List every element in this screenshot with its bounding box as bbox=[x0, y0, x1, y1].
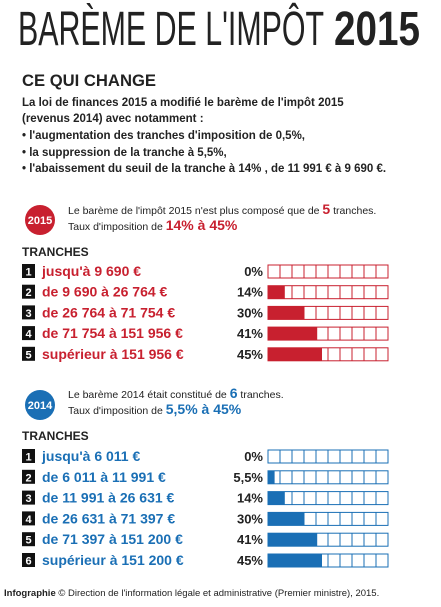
badge-label: 2014 bbox=[28, 400, 53, 412]
note-text: Le barème de l'impôt 2015 n'est plus com… bbox=[68, 205, 322, 217]
bracket-range: jusqu'à 6 011 € bbox=[41, 448, 140, 464]
row-number-box bbox=[22, 284, 35, 299]
row-number: 4 bbox=[25, 514, 32, 526]
bar bbox=[268, 306, 304, 320]
rate-label: 45% bbox=[237, 553, 263, 568]
title-year: 2015 bbox=[334, 3, 420, 56]
footer: Infographie © Direction de l'information… bbox=[4, 588, 379, 599]
row-number-box bbox=[22, 553, 35, 567]
intro-line: • la suppression de la tranche à 5,5%, bbox=[22, 147, 227, 159]
intro-heading: CE QUI CHANGE bbox=[22, 71, 156, 90]
bracket-range: de 26 631 à 71 397 € bbox=[42, 510, 175, 526]
rate-label: 14% bbox=[237, 285, 263, 300]
rate-label: 41% bbox=[237, 532, 263, 547]
bracket-range: de 71 754 à 151 956 € bbox=[42, 325, 183, 341]
note-emphasis: 14% à 45% bbox=[166, 217, 238, 233]
row-number: 1 bbox=[25, 267, 31, 279]
section-heading: TRANCHES bbox=[22, 245, 89, 259]
note-text: Taux d'imposition de bbox=[68, 221, 166, 233]
rate-label: 14% bbox=[237, 491, 263, 506]
badge bbox=[25, 205, 55, 235]
title: BARÈME DE L'IMPÔT bbox=[18, 2, 324, 56]
section-heading: TRANCHES bbox=[22, 429, 89, 443]
note: Le barème de l'impôt 2015 n'est plus com… bbox=[68, 201, 376, 217]
note: Le barème 2014 était constitué de 6 tran… bbox=[68, 385, 284, 401]
badge-label: 2015 bbox=[28, 215, 52, 227]
bar bbox=[268, 285, 285, 299]
row-number: 2 bbox=[25, 472, 31, 484]
intro-line: • l'augmentation des tranches d'impositi… bbox=[22, 130, 305, 142]
row-number-box bbox=[22, 305, 35, 320]
note-emphasis: 6 bbox=[230, 385, 238, 401]
bracket-range: de 26 764 à 71 754 € bbox=[42, 304, 175, 320]
note-emphasis: 5 bbox=[322, 201, 330, 217]
bracket-range: de 6 011 à 11 991 € bbox=[42, 469, 166, 485]
note-emphasis: 5,5% à 45% bbox=[166, 401, 242, 417]
row-number: 3 bbox=[25, 308, 31, 320]
rate-label: 5,5% bbox=[233, 470, 263, 485]
rate-label: 0% bbox=[244, 264, 263, 279]
footer-credit: Infographie bbox=[4, 588, 56, 599]
badge bbox=[25, 390, 55, 420]
row-number-box bbox=[22, 490, 35, 505]
intro-line: La loi de finances 2015 a modifié le bar… bbox=[22, 97, 344, 109]
note-text: tranches. bbox=[238, 389, 284, 401]
rate-label: 45% bbox=[237, 347, 263, 362]
row-number: 1 bbox=[25, 452, 31, 464]
row-number-box bbox=[22, 469, 35, 484]
row-number-box bbox=[22, 326, 35, 341]
bracket-range: jusqu'à 9 690 € bbox=[41, 263, 141, 279]
row-number-box bbox=[22, 449, 35, 463]
intro-line: • l'abaissement du seuil de la tranche à… bbox=[22, 163, 386, 175]
bar bbox=[268, 327, 318, 341]
note: Taux d'imposition de 5,5% à 45% bbox=[68, 401, 242, 417]
row-number-box bbox=[22, 511, 35, 526]
note-text: Le barème 2014 était constitué de bbox=[68, 389, 230, 401]
row-number-box bbox=[22, 346, 35, 361]
rate-label: 41% bbox=[237, 326, 263, 341]
bar bbox=[268, 347, 322, 361]
row-number: 6 bbox=[25, 556, 31, 568]
intro-line: (revenus 2014) avec notamment : bbox=[22, 113, 204, 125]
bar bbox=[268, 554, 322, 567]
row-number: 2 bbox=[25, 287, 31, 299]
rate-label: 0% bbox=[244, 449, 263, 464]
row-number: 4 bbox=[25, 329, 32, 341]
bracket-range: supérieur à 151 200 € bbox=[42, 552, 184, 568]
row-number: 3 bbox=[25, 493, 31, 505]
bar bbox=[268, 470, 275, 484]
bar bbox=[268, 491, 285, 505]
bar bbox=[268, 512, 304, 526]
bracket-range: de 11 991 à 26 631 € bbox=[42, 490, 175, 506]
bar bbox=[268, 533, 318, 547]
row-number-box bbox=[22, 532, 35, 547]
row-number: 5 bbox=[25, 535, 31, 547]
row-number-box bbox=[22, 264, 35, 278]
note-text: tranches. bbox=[330, 205, 376, 217]
bracket-range: supérieur à 151 956 € bbox=[42, 346, 184, 362]
row-number: 5 bbox=[25, 349, 31, 361]
rate-label: 30% bbox=[237, 305, 263, 320]
bracket-range: de 9 690 à 26 764 € bbox=[42, 284, 168, 300]
rate-label: 30% bbox=[237, 511, 263, 526]
bracket-range: de 71 397 à 151 200 € bbox=[42, 531, 183, 547]
note-text: Taux d'imposition de bbox=[68, 405, 166, 417]
footer-text: © Direction de l'information légale et a… bbox=[56, 588, 380, 599]
note: Taux d'imposition de 14% à 45% bbox=[68, 217, 238, 233]
